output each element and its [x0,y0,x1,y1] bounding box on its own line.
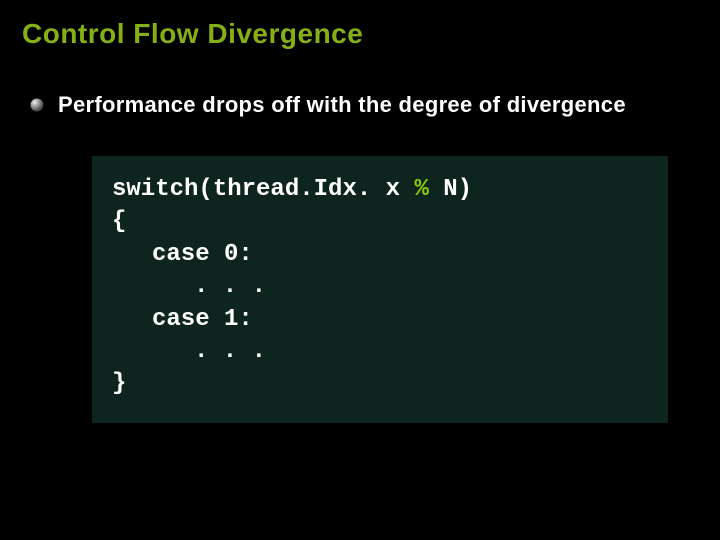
code-line-5: case 1: [112,304,648,336]
slide: Control Flow Divergence Performance drop… [0,0,720,540]
operator-mod: % [414,176,428,203]
code-line-6: . . . [112,336,648,368]
code-line-3: case 0: [112,239,648,271]
code-line-2: { [112,206,648,238]
code-text: 1: [210,306,253,333]
code-text: 0: [210,241,253,268]
sphere-bullet-icon [30,98,44,112]
code-block: switch(thread.Idx. x % N) { case 0: . . … [92,156,668,423]
code-line-4: . . . [112,271,648,303]
code-text: N) [429,176,472,203]
keyword-case: case [152,241,210,268]
code-text: (thread.Idx. x [198,176,414,203]
bullet-item: Performance drops off with the degree of… [30,92,698,118]
slide-title: Control Flow Divergence [22,18,698,50]
bullet-text: Performance drops off with the degree of… [58,92,626,118]
code-line-7: } [112,368,648,400]
keyword-switch: switch [112,176,198,203]
code-line-1: switch(thread.Idx. x % N) [112,174,648,206]
keyword-case: case [152,306,210,333]
